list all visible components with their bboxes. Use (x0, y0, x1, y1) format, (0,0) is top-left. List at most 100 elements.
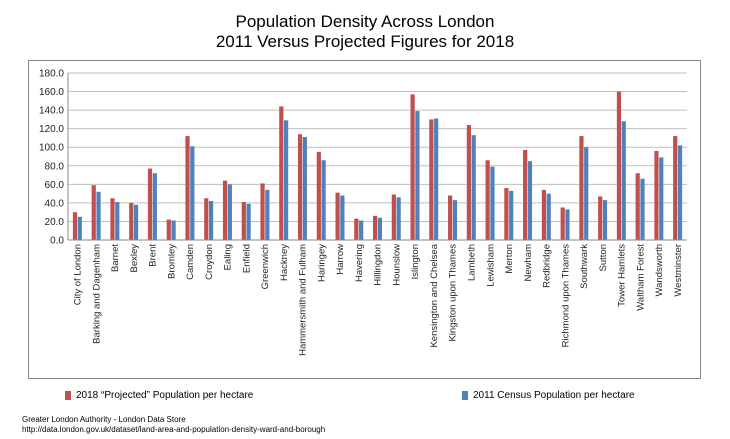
x-tick-label: Bromley (166, 244, 177, 279)
x-tick-label: City of London (73, 244, 84, 305)
x-tick-label: Merton (504, 244, 515, 274)
bar-projected (354, 218, 359, 240)
bar-projected (391, 194, 396, 240)
bar-projected (654, 150, 659, 240)
bar-census (133, 204, 139, 240)
bar-projected (373, 215, 378, 240)
x-tick-label: Lambeth (466, 244, 477, 281)
bar-projected (110, 198, 115, 240)
y-tick-label: 60.0 (45, 180, 65, 191)
x-tick-label: Westminster (673, 244, 684, 297)
bar-projected (673, 136, 678, 240)
x-tick-label: Hillingdon (373, 244, 384, 286)
x-tick-label: Haringey (316, 244, 327, 282)
x-tick-label: Islington (410, 244, 421, 279)
y-tick-label: 180.0 (39, 69, 64, 80)
chart-title-block: Population Density Across London 2011 Ve… (0, 12, 730, 52)
legend-swatch-projected (65, 391, 71, 400)
bar-projected (279, 106, 284, 241)
bar-projected (410, 94, 415, 240)
y-tick-label: 120.0 (39, 124, 64, 135)
y-tick-label: 140.0 (39, 106, 64, 117)
legend-swatch-census (462, 391, 468, 400)
bar-census (359, 220, 364, 240)
bar-census (640, 178, 645, 240)
x-tick-label: Barking and Dagenham (91, 244, 102, 344)
x-tick-label: Bexley (129, 244, 140, 273)
x-tick-label: Kingston upon Thames (448, 244, 459, 342)
bar-census (659, 157, 664, 240)
source-credit: Greater London Authority - London Data S… (22, 415, 325, 435)
bar-census (208, 201, 214, 240)
bar-projected (616, 91, 622, 240)
bar-census (452, 200, 458, 240)
bar-census (171, 220, 176, 240)
bar-projected (166, 219, 171, 240)
bar-projected (448, 195, 453, 240)
bar-census (602, 200, 608, 240)
legend-item-census: 2011 Census Population per hectare (462, 390, 635, 401)
x-tick-label: Greenwich (260, 244, 271, 289)
bar-projected (316, 151, 321, 240)
x-tick-label: Havering (354, 244, 365, 282)
bar-census (396, 197, 401, 240)
source-line-2: http://data.london.gov.uk/dataset/land-a… (22, 425, 326, 434)
x-tick-label: Waltham Forest (635, 244, 646, 311)
bar-chart: 0.0 20.0 40.0 60.0 80.0 100.0 120.0 140.0 160.0 1… (39, 69, 687, 356)
bar-census (377, 217, 382, 240)
y-tick-label: 20.0 (45, 217, 65, 228)
bar-census (284, 120, 289, 240)
bar-projected (222, 180, 228, 240)
x-tick-label: Hammersmith and Fulham (298, 244, 309, 356)
x-tick-label: Ealing (223, 244, 234, 270)
bar-projected (523, 150, 528, 240)
bar-projected (241, 201, 246, 240)
x-tick-label: Redbridge (542, 244, 553, 288)
bar-projected (72, 212, 78, 240)
legend-label-census: 2011 Census Population per hectare (473, 390, 635, 401)
bar-census (246, 203, 251, 240)
x-tick-label: Tower Hamlets (617, 244, 628, 307)
bar-projected (504, 188, 509, 240)
chart-title: Population Density Across London (235, 12, 495, 31)
legend-item-projected: 2018 “Projected” Population per hectare (65, 390, 253, 401)
x-tick-label: Kensington and Chelsea (429, 243, 440, 347)
source-line-1: Greater London Authority - London Data S… (22, 415, 186, 424)
bar-projected (335, 192, 340, 240)
bar-census (227, 184, 232, 240)
x-tick-label: Southwark (579, 244, 590, 289)
bar-census (434, 118, 439, 240)
y-tick-label: 80.0 (45, 161, 65, 172)
bar-census (340, 195, 345, 240)
x-tick-label: Harrow (335, 244, 346, 275)
bar-census (115, 201, 120, 240)
bar-projected (204, 198, 209, 240)
x-tick-label: Wandsworth (654, 244, 665, 296)
bar-projected (91, 185, 96, 240)
bar-census (77, 216, 82, 240)
bar-census (415, 111, 420, 240)
legend: 2018 “Projected” Population per hectare … (0, 390, 730, 404)
y-tick-label: 0.0 (50, 236, 64, 247)
bar-census (565, 209, 570, 240)
x-tick-label: Sutton (598, 244, 609, 271)
bar-projected (541, 189, 547, 240)
x-tick-label: Lewisham (485, 244, 496, 287)
bar-census (621, 121, 626, 240)
bar-census (509, 190, 514, 240)
bar-projected (147, 168, 153, 240)
x-tick-label: Camden (185, 244, 196, 280)
bar-census (152, 173, 157, 240)
bar-census (490, 166, 495, 240)
y-tick-label: 40.0 (45, 198, 65, 209)
bar-projected (260, 183, 265, 240)
bar-census (265, 189, 270, 240)
bar-projected (598, 196, 603, 240)
bar-projected (297, 134, 303, 240)
bar-census (190, 146, 195, 240)
bar-census (546, 193, 551, 240)
y-tick-label: 160.0 (39, 87, 64, 98)
plot-frame: 0.0 20.0 40.0 60.0 80.0 100.0 120.0 140.0 160.0 1… (28, 60, 701, 379)
bar-projected (635, 173, 640, 240)
bar-projected (429, 119, 434, 240)
